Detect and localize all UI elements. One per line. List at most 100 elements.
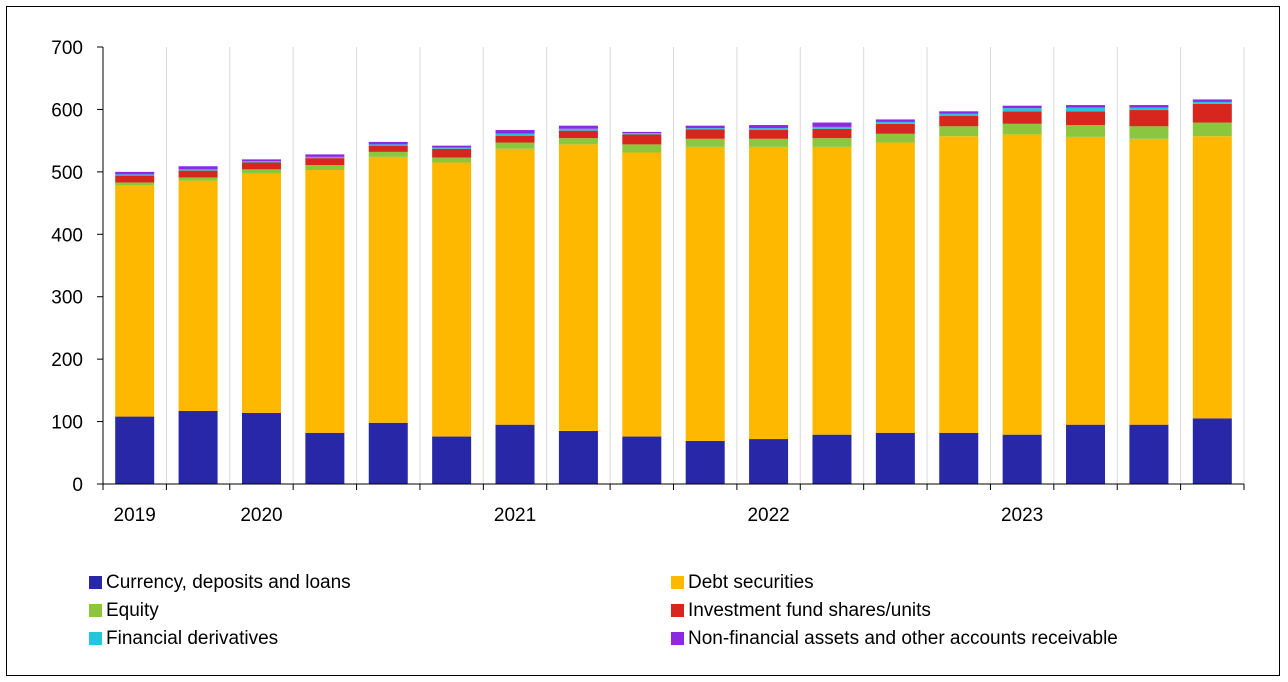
bar-segment <box>432 148 472 158</box>
axes <box>97 46 1245 490</box>
y-tick-label: 200 <box>51 350 83 371</box>
bar-segment <box>432 162 472 437</box>
legend-label: Investment fund shares/units <box>688 599 931 621</box>
bar-segment <box>939 432 979 484</box>
bar-segment <box>1066 105 1106 108</box>
bar-segment <box>875 121 915 124</box>
bar-segment <box>622 152 662 437</box>
bar-segment <box>812 138 852 147</box>
bar-segment <box>1066 136 1106 425</box>
bar-segment <box>1192 136 1232 419</box>
y-tick-label: 500 <box>51 163 83 184</box>
bar-segment <box>178 169 218 171</box>
bar-segment <box>115 182 155 186</box>
legend-label: Non-financial assets and other accounts … <box>688 627 1118 649</box>
bar-segment <box>685 440 725 484</box>
bar-segment <box>495 424 535 484</box>
bar-segment <box>685 138 725 147</box>
bar-segment <box>241 159 281 162</box>
bar-segment <box>178 170 218 178</box>
legend-label: Currency, deposits and loans <box>106 571 351 593</box>
bar-segment <box>305 156 345 159</box>
bar-segment <box>685 125 725 129</box>
bar-segment <box>1002 123 1042 135</box>
y-tick-label: 100 <box>51 413 83 434</box>
bar-segment <box>685 129 725 139</box>
bar-segment <box>939 111 979 114</box>
bar-segment <box>812 128 852 139</box>
legend-item: Equity <box>89 598 671 623</box>
legend-label: Equity <box>106 599 159 621</box>
y-tick-labels: 0 100 200 300 400 500 600 700 <box>51 38 83 496</box>
bar-segment <box>749 125 789 129</box>
bar-segment <box>495 142 535 149</box>
bar-segment <box>368 144 408 146</box>
bar-segment <box>368 151 408 157</box>
bar-segment <box>1129 105 1169 108</box>
legend-swatch <box>89 576 102 589</box>
bar-segment <box>622 134 662 145</box>
bar-segment <box>622 133 662 135</box>
bar-segment <box>939 113 979 116</box>
bar-segment <box>178 180 218 411</box>
x-tick-label: 2020 <box>240 505 282 526</box>
bar-segment <box>749 128 789 131</box>
bar-segment <box>939 126 979 137</box>
bar-segment <box>115 185 155 417</box>
bar-segment <box>241 173 281 413</box>
bar-segment <box>875 123 915 134</box>
bar-segment <box>178 410 218 484</box>
bar-segment <box>495 148 535 425</box>
bar-segment <box>178 177 218 181</box>
legend-swatch <box>671 632 684 645</box>
legend-swatch <box>671 604 684 617</box>
bar-segment <box>812 434 852 484</box>
bar-segment <box>115 175 155 183</box>
bar-segment <box>1002 111 1042 124</box>
bar-segment <box>305 169 345 433</box>
legend: Currency, deposits and loans Debt securit… <box>89 570 1259 651</box>
legend-label: Debt securities <box>688 571 814 593</box>
x-tick-label: 2023 <box>1001 505 1043 526</box>
bar-segment <box>495 130 535 134</box>
bar-segment <box>305 164 345 170</box>
bar-segment <box>749 130 789 139</box>
y-tick-label: 300 <box>51 288 83 309</box>
bar-segment <box>241 412 281 484</box>
bar-segment <box>1002 108 1042 112</box>
bar-segment <box>495 135 535 143</box>
bars <box>115 99 1232 484</box>
x-tick-label: 2019 <box>114 505 156 526</box>
bar-segment <box>875 432 915 484</box>
bar-segment <box>558 128 598 131</box>
legend-item: Investment fund shares/units <box>671 598 1259 623</box>
y-tick-label: 0 <box>72 475 83 496</box>
bar-segment <box>305 154 345 157</box>
bar-segment <box>178 166 218 170</box>
x-tick-label: 2022 <box>747 505 789 526</box>
bar-segment <box>749 439 789 484</box>
bar-segment <box>1192 122 1232 137</box>
bar-segment <box>1129 138 1169 425</box>
grid-lines <box>165 47 1245 484</box>
bar-segment <box>749 138 789 147</box>
bar-segment <box>812 146 852 435</box>
bar-segment <box>241 169 281 174</box>
bar-segment <box>939 115 979 127</box>
bar-segment <box>368 141 408 145</box>
bar-segment <box>1192 418 1232 484</box>
bar-segment <box>558 144 598 431</box>
bar-segment <box>558 125 598 129</box>
legend-swatch <box>89 632 102 645</box>
legend-item: Non-financial assets and other accounts … <box>671 626 1259 651</box>
bar-segment <box>875 133 915 143</box>
bar-segment <box>1129 424 1169 484</box>
bar-segment <box>622 131 662 134</box>
legend-label: Financial derivatives <box>106 627 279 649</box>
bar-segment <box>115 171 155 175</box>
bar-segment <box>1066 111 1106 126</box>
bar-segment <box>1066 125 1106 137</box>
bar-segment <box>305 432 345 484</box>
bar-segment <box>115 174 155 176</box>
legend-item: Financial derivatives <box>89 626 671 651</box>
